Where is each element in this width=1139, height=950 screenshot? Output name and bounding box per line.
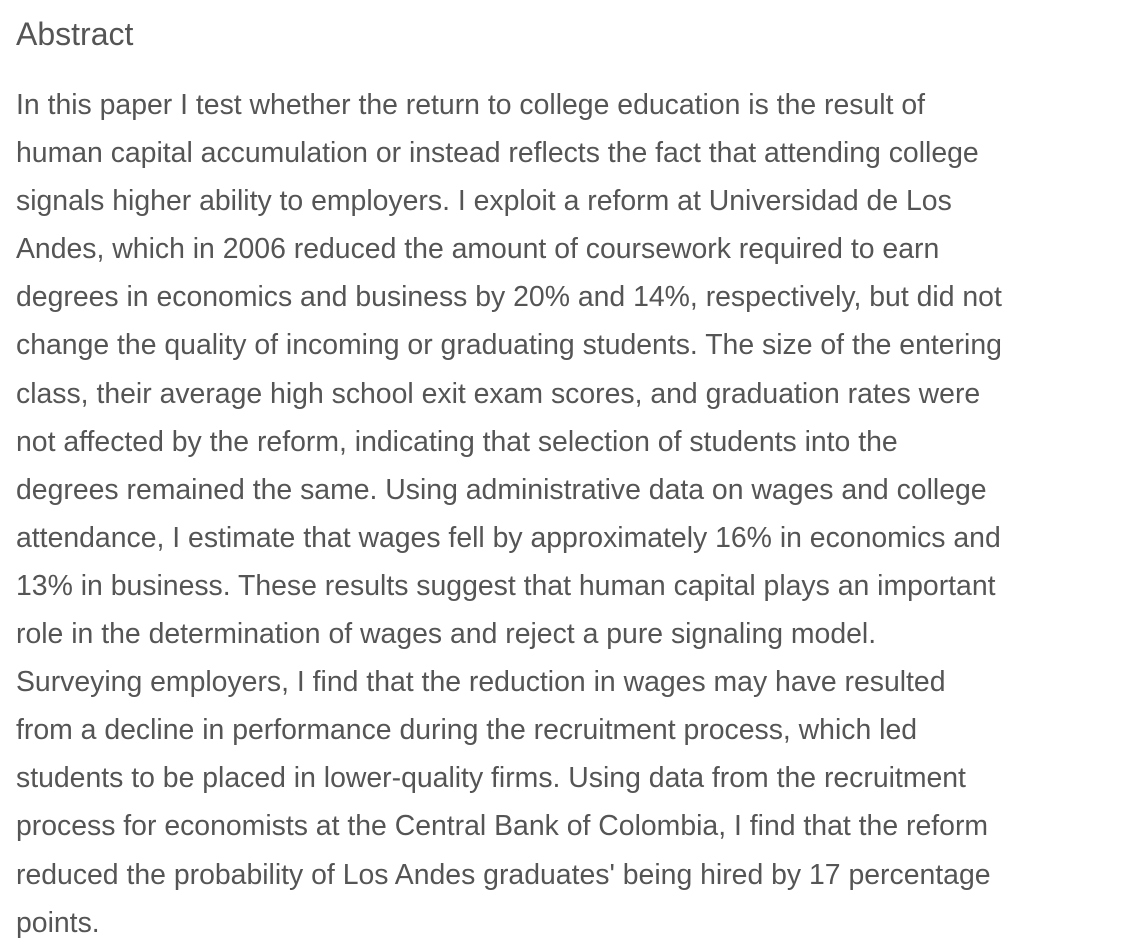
abstract-line: degrees in economics and business by 20%…: [16, 281, 1002, 314]
abstract-line: In this paper I test whether the return …: [16, 89, 926, 121]
abstract-line: students to be placed in lower-quality f…: [16, 762, 966, 795]
abstract-line: 13% in business. These results suggest t…: [16, 569, 996, 602]
abstract-line: change the quality of incoming or gradua…: [16, 329, 1002, 362]
abstract-line: human capital accumulation or instead re…: [16, 137, 979, 170]
abstract-line: degrees remained the same. Using adminis…: [16, 473, 987, 506]
abstract-line: class, their average high school exit ex…: [16, 377, 981, 410]
abstract-line: signals higher ability to employers. I e…: [16, 185, 952, 218]
abstract-line: process for economists at the Central Ba…: [16, 810, 989, 843]
abstract-line: attendance, I estimate that wages fell b…: [16, 521, 1001, 554]
abstract-line: role in the determination of wages and r…: [16, 618, 877, 651]
abstract-line: from a decline in performance during the…: [16, 714, 918, 747]
abstract-line: Andes, which in 2006 reduced the amount …: [16, 233, 940, 266]
abstract-line: Surveying employers, I find that the red…: [16, 666, 946, 699]
abstract-line: reduced the probability of Los Andes gra…: [16, 858, 991, 891]
abstract-body: In this paper I test whether the return …: [16, 81, 1136, 947]
section-heading: Abstract: [16, 16, 134, 52]
abstract-line: points.: [16, 906, 100, 939]
abstract-line: not affected by the reform, indicating t…: [16, 425, 898, 458]
